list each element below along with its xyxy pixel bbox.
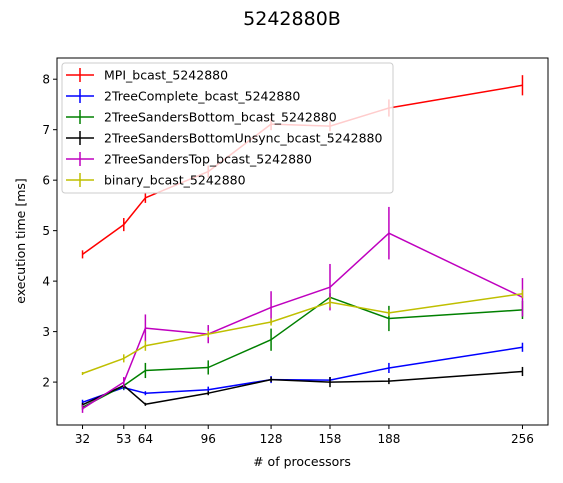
y-axis: 2 3 4 5 6 7 8	[42, 73, 57, 390]
x-tick-label: 53	[116, 432, 131, 446]
legend-entry: 2TreeComplete_bcast_5242880	[66, 89, 300, 104]
legend-label: MPI_bcast_5242880	[104, 68, 228, 83]
x-tick-label: 32	[75, 432, 90, 446]
series-3	[81, 366, 524, 407]
series-line	[82, 232, 523, 410]
chart-title: 5242880B	[243, 8, 341, 30]
x-tick-label: 158	[319, 432, 342, 446]
legend: MPI_bcast_5242880 2TreeComplete_bcast_524…	[61, 62, 394, 194]
y-tick-label: 7	[42, 123, 50, 137]
legend-entry: binary_bcast_5242880	[66, 173, 246, 188]
legend-entry: 2TreeSandersBottomUnsync_bcast_5242880	[66, 131, 383, 146]
series-line	[82, 346, 523, 404]
legend-label: 2TreeSandersBottom_bcast_5242880	[104, 110, 337, 125]
y-tick-label: 4	[42, 275, 50, 289]
series-line	[82, 292, 523, 375]
y-axis-label: execution time [ms]	[13, 178, 28, 304]
legend-label: 2TreeSandersBottomUnsync_bcast_5242880	[104, 131, 383, 146]
legend-entry: MPI_bcast_5242880	[66, 68, 228, 83]
x-tick-label: 188	[377, 432, 400, 446]
legend-entries: MPI_bcast_5242880 2TreeComplete_bcast_524…	[66, 68, 383, 188]
x-tick-label: 64	[138, 432, 153, 446]
y-tick-label: 2	[42, 376, 50, 390]
legend-label: 2TreeSandersTop_bcast_5242880	[104, 152, 312, 167]
legend-entry: 2TreeSandersTop_bcast_5242880	[66, 152, 312, 167]
x-tick-label: 256	[511, 432, 534, 446]
x-axis: 32 53 64 96 128 158 188 256	[75, 425, 534, 446]
series-5	[81, 289, 524, 376]
y-tick-label: 8	[42, 73, 50, 87]
x-tick-label: 128	[260, 432, 283, 446]
x-tick-label: 96	[201, 432, 216, 446]
legend-label: binary_bcast_5242880	[104, 173, 246, 188]
plot-area	[56, 57, 549, 426]
y-tick-label: 6	[42, 174, 50, 188]
series-4	[81, 206, 524, 413]
series-line	[82, 370, 523, 406]
legend-box	[61, 62, 394, 194]
y-tick-label: 3	[42, 325, 50, 339]
x-axis-label: # of processors	[253, 454, 351, 469]
series-1	[81, 342, 524, 405]
legend-label: 2TreeComplete_bcast_5242880	[104, 89, 300, 104]
y-tick-label: 5	[42, 224, 50, 238]
legend-entry: 2TreeSandersBottom_bcast_5242880	[66, 110, 337, 125]
series-line	[82, 296, 523, 408]
